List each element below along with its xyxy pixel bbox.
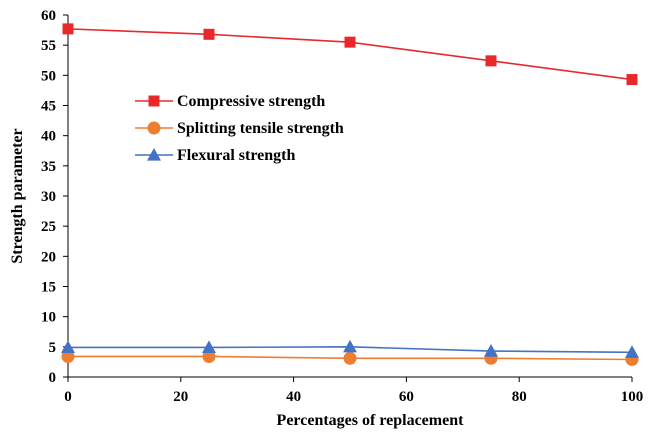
legend: Compressive strength Splitting tensile st… [135, 93, 344, 164]
legend-item: Compressive strength [135, 93, 325, 110]
y-tick-label: 55 [41, 38, 56, 54]
data-point [343, 351, 357, 365]
series-0 [62, 23, 638, 86]
y-tick-label: 15 [41, 280, 56, 296]
legend-item: Splitting tensile strength [135, 120, 344, 137]
y-tick-label: 50 [41, 68, 56, 84]
data-point [343, 339, 357, 353]
legend-marker [147, 148, 161, 161]
legend-item: Flexural strength [135, 147, 295, 164]
axes [63, 14, 633, 382]
data-point [485, 55, 497, 67]
data-point [202, 340, 216, 354]
legend-marker [148, 95, 160, 107]
legend-label: Splitting tensile strength [177, 120, 344, 137]
y-tick-label: 35 [41, 159, 56, 175]
x-tick-label: 40 [286, 389, 301, 405]
legend-label: Compressive strength [177, 93, 325, 110]
y-tick-label: 45 [41, 99, 56, 115]
y-tick-label: 0 [49, 370, 57, 386]
legend-label: Flexural strength [177, 147, 295, 164]
series-2 [61, 339, 639, 358]
x-axis-title: Percentages of replacement [277, 412, 465, 429]
series-line [67, 28, 633, 81]
y-tick-label: 20 [41, 249, 56, 265]
x-tick-label: 0 [64, 389, 72, 405]
data-point [61, 340, 75, 354]
y-axis-title: Strength parameter [9, 128, 26, 263]
y-tick-label: 10 [41, 310, 56, 326]
data-point [202, 349, 216, 363]
series-layer [61, 23, 639, 367]
data-point [203, 28, 215, 40]
legend-marker [147, 121, 161, 135]
y-tick-label: 25 [41, 219, 56, 235]
series-1 [61, 349, 639, 367]
y-tick-label: 30 [41, 189, 56, 205]
x-tick-label: 20 [173, 389, 188, 405]
y-tick-label: 5 [49, 340, 57, 356]
x-tick-label: 100 [621, 389, 644, 405]
x-tick-label: 80 [512, 389, 527, 405]
data-point [61, 349, 75, 363]
data-point [484, 344, 498, 357]
y-tick-label: 60 [41, 8, 56, 24]
tick-labels: 0 5 10 15 20 25 30 35 40 45 50 55 60 0 20 40 60 80 100 [41, 8, 643, 405]
data-point [625, 345, 639, 358]
x-tick-label: 60 [399, 389, 414, 405]
data-point [344, 36, 356, 48]
data-point [626, 74, 638, 86]
data-point [62, 23, 74, 35]
y-tick-label: 40 [41, 129, 56, 145]
